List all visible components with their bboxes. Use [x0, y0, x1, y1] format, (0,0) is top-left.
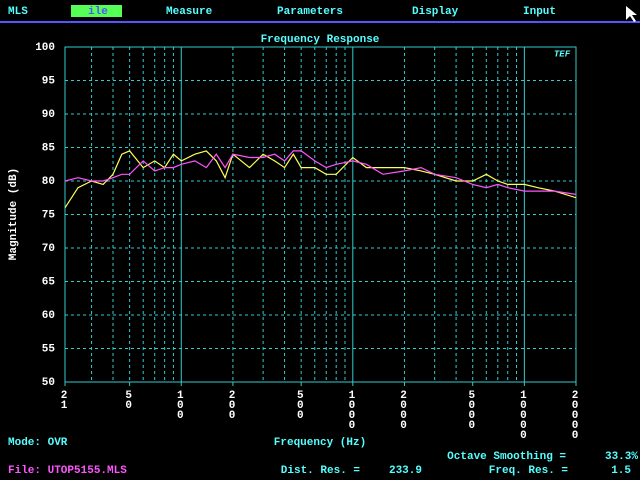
freq-res-value: 1.5 [611, 465, 631, 477]
y-axis-label: Magnitude (dB) [8, 168, 20, 260]
smoothing-label: Octave Smoothing = [447, 451, 566, 463]
file-name: File: UTOP5155.MLS [8, 465, 127, 477]
x-tick-label: 5000 [466, 390, 478, 430]
mode: Mode: OVR [8, 437, 68, 449]
freq-res-label: Freq. Res. = [489, 465, 569, 477]
x-tick-label: 500 [294, 390, 306, 420]
logo: TEF [554, 49, 571, 59]
smoothing-value: 33.3% [605, 451, 638, 463]
x-tick-label: 1000 [346, 390, 358, 430]
menu-item[interactable]: Input [523, 6, 556, 18]
dist-res-label: Dist. Res. = [281, 465, 361, 477]
mouse-cursor [626, 6, 637, 22]
menu-item[interactable]: MLS [8, 6, 28, 18]
menu-highlight [71, 5, 122, 17]
menu-item[interactable]: Parameters [277, 6, 343, 18]
menu-item[interactable]: ile [88, 6, 108, 18]
x-tick-label: 10000 [517, 390, 529, 440]
x-tick-label: 2000 [398, 390, 410, 430]
series-line [65, 150, 576, 195]
y-tick-label: 55 [42, 343, 56, 355]
y-tick-label: 70 [42, 243, 55, 255]
y-tick-label: 50 [42, 377, 55, 389]
x-tick-label: 50 [123, 390, 135, 410]
x-tick-label: 100 [174, 390, 186, 420]
y-tick-label: 75 [42, 209, 56, 221]
dist-res-value: 233.9 [389, 465, 422, 477]
chart-title: Frequency Response [261, 34, 380, 46]
y-tick-label: 85 [42, 142, 56, 154]
x-axis-label: Frequency (Hz) [274, 437, 366, 449]
y-tick-label: 60 [42, 310, 55, 322]
y-tick-label: 65 [42, 276, 56, 288]
menu-item[interactable]: Measure [166, 6, 213, 18]
y-tick-label: 100 [35, 42, 55, 54]
menu-item[interactable]: Display [412, 6, 459, 18]
x-tick-label: 200 [226, 390, 238, 420]
y-tick-label: 95 [42, 75, 56, 87]
y-tick-label: 80 [42, 176, 55, 188]
x-tick-label: 21 [58, 390, 70, 410]
y-tick-label: 90 [42, 109, 55, 121]
series-line [65, 150, 576, 209]
plot-frame [64, 46, 577, 383]
x-tick-label: 20000 [569, 390, 581, 440]
